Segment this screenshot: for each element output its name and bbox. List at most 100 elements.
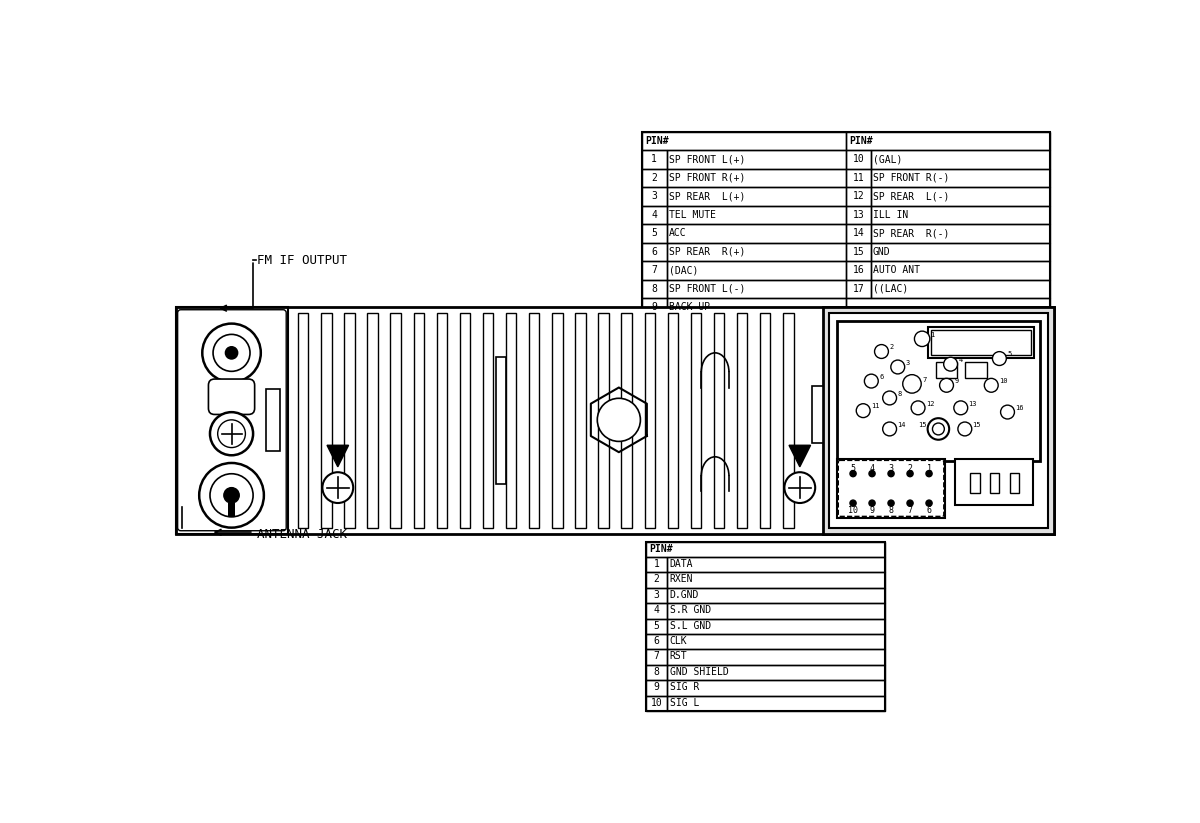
Polygon shape — [790, 445, 810, 467]
Circle shape — [869, 471, 875, 477]
Bar — [642, 298, 666, 317]
Text: 15: 15 — [918, 421, 926, 428]
Bar — [667, 588, 884, 603]
Text: SP FRONT R(+): SP FRONT R(+) — [668, 173, 745, 183]
Bar — [322, 313, 331, 528]
Text: CLK: CLK — [670, 636, 688, 646]
Text: 16: 16 — [852, 265, 864, 275]
Text: SP REAR  L(-): SP REAR L(-) — [872, 191, 949, 202]
Text: D.GND: D.GND — [670, 590, 700, 600]
Text: 7: 7 — [652, 265, 658, 275]
Bar — [646, 542, 884, 711]
Bar — [482, 313, 493, 528]
Text: BACK UP: BACK UP — [668, 302, 710, 312]
Bar — [871, 206, 1050, 225]
Circle shape — [926, 471, 932, 477]
Bar — [667, 680, 884, 695]
Bar — [367, 313, 378, 528]
Circle shape — [940, 379, 954, 393]
Bar — [971, 472, 979, 494]
Bar — [176, 307, 1054, 534]
Bar — [667, 665, 884, 680]
Bar — [667, 649, 884, 665]
Bar — [644, 313, 655, 528]
Text: 9: 9 — [652, 302, 658, 312]
Text: 14: 14 — [898, 421, 906, 428]
Bar — [298, 313, 308, 528]
Circle shape — [958, 422, 972, 436]
Text: 15: 15 — [972, 421, 982, 428]
Text: SP FRONT L(+): SP FRONT L(+) — [668, 155, 745, 165]
Text: 11: 11 — [871, 403, 880, 409]
Bar — [176, 307, 288, 534]
Bar — [646, 603, 667, 619]
Text: TEL MUTE: TEL MUTE — [668, 210, 716, 220]
Bar — [667, 619, 884, 634]
Circle shape — [902, 374, 922, 393]
Bar — [931, 330, 1031, 355]
Bar — [642, 169, 666, 188]
Circle shape — [907, 471, 913, 477]
Bar — [871, 225, 1050, 243]
Text: 9: 9 — [654, 682, 660, 692]
Text: 3: 3 — [654, 590, 660, 600]
Text: 8: 8 — [888, 505, 894, 514]
Bar — [846, 225, 871, 243]
Bar — [836, 459, 946, 518]
Bar — [646, 619, 667, 634]
Text: SIG R: SIG R — [670, 682, 700, 692]
Bar — [1009, 472, 1019, 494]
Text: 15: 15 — [852, 247, 864, 257]
Text: GND: GND — [872, 247, 890, 257]
Text: 8: 8 — [652, 284, 658, 294]
Bar — [846, 206, 871, 225]
Text: 11: 11 — [852, 173, 864, 183]
Bar — [846, 261, 871, 280]
Text: 4: 4 — [654, 605, 660, 615]
Text: PIN#: PIN# — [646, 136, 668, 146]
Text: 2: 2 — [654, 574, 660, 584]
Bar — [344, 313, 355, 528]
Bar — [667, 634, 884, 649]
Text: 10: 10 — [848, 505, 858, 514]
Bar — [575, 313, 586, 528]
Bar — [846, 188, 871, 206]
Bar — [642, 151, 666, 169]
Text: 3: 3 — [888, 463, 894, 472]
Bar — [552, 313, 563, 528]
Text: SIG L: SIG L — [670, 698, 700, 708]
Bar — [929, 327, 1034, 358]
Text: S.L GND: S.L GND — [670, 621, 710, 630]
Circle shape — [926, 500, 932, 506]
Bar — [666, 188, 846, 206]
Bar — [812, 386, 823, 443]
Text: 6: 6 — [652, 247, 658, 257]
Bar — [642, 132, 1050, 317]
Text: 4: 4 — [652, 210, 658, 220]
Bar — [622, 313, 632, 528]
Circle shape — [850, 471, 856, 477]
Bar — [666, 298, 846, 317]
Circle shape — [850, 500, 856, 506]
Bar — [646, 542, 884, 557]
Circle shape — [217, 420, 246, 448]
Circle shape — [598, 398, 641, 441]
Circle shape — [888, 471, 894, 477]
Bar — [784, 313, 793, 528]
Bar — [646, 695, 667, 711]
Text: 3: 3 — [906, 360, 910, 365]
Text: S.R GND: S.R GND — [670, 605, 710, 615]
Bar — [829, 313, 1048, 528]
Text: 1: 1 — [654, 559, 660, 569]
Bar — [871, 188, 1050, 206]
Circle shape — [907, 500, 913, 506]
Bar — [691, 313, 701, 528]
Bar — [667, 603, 884, 619]
Text: 10: 10 — [852, 155, 864, 165]
Bar — [667, 557, 884, 572]
Bar — [506, 313, 516, 528]
Bar — [871, 169, 1050, 188]
Text: (DAC): (DAC) — [668, 265, 698, 275]
Bar — [846, 169, 871, 188]
Bar — [666, 169, 846, 188]
